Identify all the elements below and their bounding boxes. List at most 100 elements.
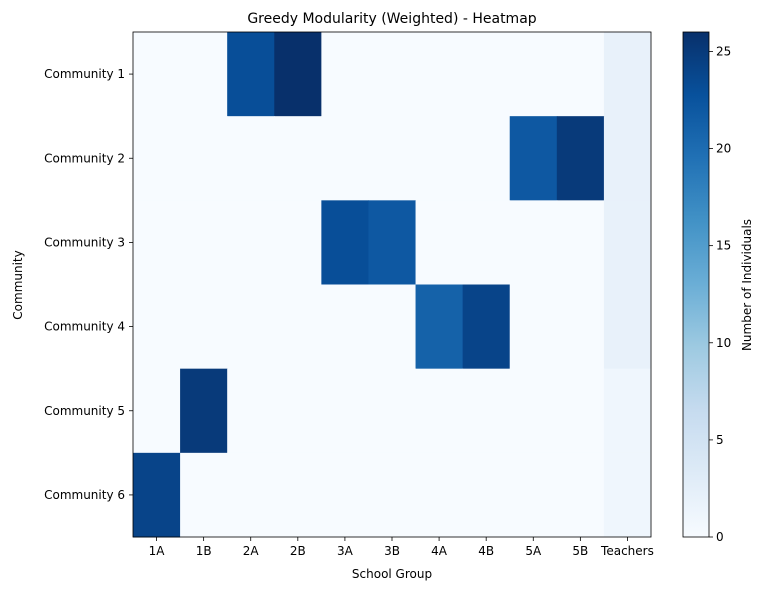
heatmap-cell — [180, 200, 228, 285]
heatmap-cell — [321, 116, 369, 201]
chart-title: Greedy Modularity (Weighted) - Heatmap — [247, 11, 536, 27]
heatmap-cell — [603, 32, 652, 117]
x-tick-label: 2B — [290, 544, 306, 558]
colorbar-tick-label: 25 — [716, 44, 731, 58]
y-tick-label: Community 4 — [44, 320, 125, 334]
heatmap-cell — [321, 32, 369, 117]
x-tick-label: 4A — [431, 544, 448, 558]
heatmap-cell — [227, 284, 275, 370]
heatmap-cell — [274, 116, 322, 201]
colorbar-tick-label: 10 — [716, 336, 731, 350]
colorbar-tick-label: 15 — [716, 239, 731, 253]
heatmap-cell — [415, 32, 464, 117]
heatmap-cell — [274, 32, 322, 117]
heatmap-cell — [133, 200, 181, 285]
x-axis-label: School Group — [352, 567, 432, 581]
heatmap-cell — [368, 200, 417, 285]
heatmap-cell — [368, 284, 417, 370]
colorbar-tick-label: 5 — [716, 433, 724, 447]
colorbar-tick-label: 20 — [716, 142, 731, 156]
heatmap-cell — [368, 368, 417, 454]
heatmap-cell — [603, 116, 652, 201]
heatmap-cell — [368, 452, 417, 538]
heatmap-cell — [133, 284, 181, 370]
x-tick-label: 2A — [243, 544, 260, 558]
heatmap-cell — [274, 368, 322, 454]
heatmap-cell — [180, 116, 228, 201]
heatmap-cell — [509, 200, 558, 285]
heatmap-cell — [462, 284, 511, 370]
colorbar-ticks: 0 5 10 15 20 25 — [709, 44, 731, 544]
x-tick-label: 1A — [149, 544, 166, 558]
heatmap-cell — [603, 284, 652, 370]
colorbar-label: Number of Individuals — [740, 219, 754, 351]
colorbar — [682, 31, 710, 538]
x-tick-label: 3B — [384, 544, 400, 558]
heatmap-cell — [603, 452, 652, 538]
heatmap-cell — [227, 116, 275, 201]
x-tick-label: 5A — [525, 544, 542, 558]
heatmap-cell — [462, 368, 511, 454]
y-tick-label: Community 3 — [44, 235, 125, 249]
heatmap-cell — [227, 368, 275, 454]
heatmap-cell — [274, 200, 322, 285]
heatmap-cell — [180, 452, 228, 538]
heatmap-cell — [415, 116, 464, 201]
heatmap-cell — [180, 284, 228, 370]
heatmap-cell — [556, 452, 605, 538]
x-tick-label: Teachers — [600, 544, 654, 558]
y-axis-ticks: Community 1 Community 2 Community 3 Communi… — [44, 67, 133, 502]
x-axis-ticks: 1A 1B 2A 2B 3A 3B 4A 4B 5A 5B Teachers — [149, 537, 654, 558]
plot-frame — [132, 31, 652, 538]
heatmap-cell — [321, 200, 369, 285]
heatmap-cell — [368, 32, 417, 117]
heatmap-cell — [509, 284, 558, 370]
heatmap-cell — [415, 368, 464, 454]
heatmap-cells — [133, 32, 652, 538]
heatmap-cell — [415, 284, 464, 370]
heatmap-cell — [368, 116, 417, 201]
heatmap-cell — [321, 452, 369, 538]
heatmap-cell — [321, 368, 369, 454]
heatmap-cell — [415, 452, 464, 538]
heatmap-cell — [509, 368, 558, 454]
heatmap-cell — [556, 200, 605, 285]
heatmap-cell — [462, 32, 511, 117]
heatmap-cell — [133, 452, 181, 538]
heatmap-cell — [274, 452, 322, 538]
heatmap-cell — [227, 32, 275, 117]
heatmap-cell — [133, 368, 181, 454]
heatmap-cell — [227, 452, 275, 538]
heatmap-cell — [180, 368, 228, 454]
heatmap-cell — [509, 32, 558, 117]
x-tick-label: 1B — [196, 544, 212, 558]
heatmap-cell — [133, 32, 181, 117]
heatmap-cell — [556, 284, 605, 370]
heatmap-cell — [227, 200, 275, 285]
heatmap-cell — [133, 116, 181, 201]
heatmap-cell — [509, 452, 558, 538]
heatmap-cell — [462, 116, 511, 201]
heatmap-cell — [509, 116, 558, 201]
y-tick-label: Community 2 — [44, 151, 125, 165]
heatmap-cell — [556, 368, 605, 454]
heatmap-cell — [415, 200, 464, 285]
heatmap-cell — [556, 116, 605, 201]
y-tick-label: Community 5 — [44, 404, 125, 418]
heatmap-cell — [462, 452, 511, 538]
heatmap-cell — [603, 368, 652, 454]
y-tick-label: Community 6 — [44, 488, 125, 502]
colorbar-tick-label: 0 — [716, 530, 724, 544]
heatmap-cell — [556, 32, 605, 117]
heatmap-cell — [462, 200, 511, 285]
x-tick-label: 3A — [337, 544, 354, 558]
x-tick-label: 4B — [478, 544, 494, 558]
x-tick-label: 5B — [572, 544, 588, 558]
y-tick-label: Community 1 — [44, 67, 125, 81]
y-axis-label: Community — [11, 250, 25, 319]
heatmap-cell — [321, 284, 369, 370]
heatmap-cell — [180, 32, 228, 117]
heatmap-cell — [274, 284, 322, 370]
heatmap-cell — [603, 200, 652, 285]
